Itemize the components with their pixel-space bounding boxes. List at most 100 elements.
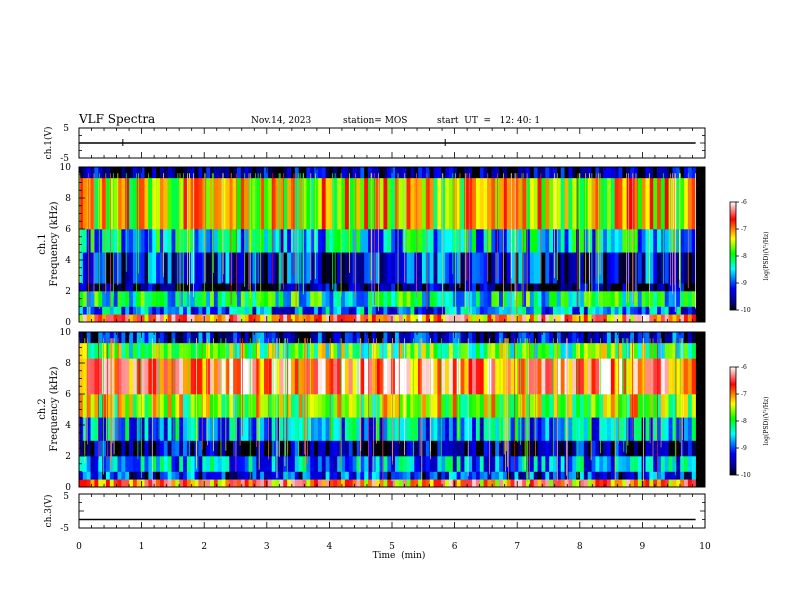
spectrogram-cell (398, 358, 404, 395)
spectrogram-cell (637, 283, 642, 292)
spectrogram-cell (248, 283, 253, 292)
spectrogram-cell (437, 291, 442, 307)
spectrogram-cell (348, 167, 353, 179)
spectrogram-cell (421, 417, 427, 441)
spectrogram-cell (606, 471, 612, 480)
spectrogram-cell (680, 177, 685, 230)
spectrogram-cell (375, 306, 380, 315)
spectrogram-cell (479, 456, 484, 472)
spectrogram-cell (506, 177, 511, 230)
spectrogram-cell (294, 440, 299, 457)
spectrogram-cell (514, 252, 519, 284)
spectrogram-cell (86, 358, 91, 395)
spectrogram-cell (429, 417, 434, 441)
spectrogram-cell (105, 252, 111, 284)
spectrogram-cell (348, 314, 353, 323)
spectrogram-cell (495, 314, 500, 323)
spectrogram-cell (129, 342, 134, 359)
spectrogram-cell (252, 440, 257, 457)
spectrogram-cell (460, 291, 465, 307)
spectrogram-cell (568, 394, 573, 418)
spectrogram-cell (144, 252, 149, 284)
spectrogram-cell (641, 167, 646, 179)
spectrogram-cell (132, 314, 138, 323)
spectrogram-cell (576, 177, 581, 230)
x-axis-label: Time (min) (373, 550, 426, 561)
spectrogram-cell (121, 306, 126, 315)
spectrogram-cell (645, 358, 650, 395)
spectrogram-cell (275, 342, 280, 359)
spectrogram-cell (240, 306, 246, 315)
spectrogram-cell (433, 471, 438, 480)
spectrogram-cell (541, 342, 546, 359)
spectrogram-cell (614, 306, 619, 315)
spectrogram-cell (221, 332, 226, 344)
spectrogram-cell (271, 332, 276, 344)
spectrogram-cell (472, 177, 477, 230)
spectrogram-cell (175, 471, 180, 480)
spectrogram-cell (152, 440, 157, 457)
spectrogram-cell (684, 252, 689, 284)
spectrogram-cell (190, 456, 195, 472)
spectrogram-cell (183, 177, 188, 230)
spectrogram-cell (248, 456, 253, 472)
ch1-voltage-ytick-bottom: -5 (60, 154, 69, 164)
spectrogram-cell (136, 471, 141, 480)
spectrogram-cell (167, 177, 172, 230)
spectrogram-cell (233, 229, 238, 253)
spectrogram-cell (179, 394, 184, 418)
spectrogram-cell (472, 394, 477, 418)
spectrogram-cell (564, 291, 569, 307)
spectrogram-cell (606, 358, 612, 395)
spectrogram-cell (175, 394, 180, 418)
spectrogram-cell (260, 471, 265, 480)
spectrogram-cell (356, 394, 361, 418)
spectrogram-cell (310, 306, 315, 315)
spectrogram-cell (649, 456, 654, 472)
spectrogram-cell (102, 394, 107, 418)
spectrogram-cell (599, 252, 604, 284)
spectrogram-cell (475, 283, 481, 292)
spectrogram-cell (125, 291, 130, 307)
spectrogram-cell (395, 167, 400, 179)
spectrogram-cell (587, 342, 592, 359)
spectrogram-cell (121, 283, 126, 292)
spectrogram-cell (360, 167, 365, 179)
spectrogram-cell (579, 479, 585, 488)
spectrogram-cell (472, 440, 477, 457)
spectrogram-cell (121, 229, 126, 253)
spectrogram-cell (433, 358, 438, 395)
spectrogram-cell (445, 252, 450, 284)
spectrogram-cell (194, 283, 199, 292)
spectrogram-cell (660, 471, 666, 480)
spectrogram-cell (448, 283, 454, 292)
spectrogram-cell (637, 471, 642, 480)
spectrogram-cell (221, 471, 226, 480)
spectrogram-cell (560, 252, 565, 284)
spectrogram-cell (240, 167, 246, 179)
spectrogram-cell (464, 456, 469, 472)
spectrogram-cell (344, 291, 350, 307)
spectrogram-cell (248, 167, 253, 179)
spectrogram-cell (198, 314, 203, 323)
spectrogram-cell (244, 471, 249, 480)
spectrogram-cell (522, 358, 527, 395)
spectrogram-cell (248, 417, 253, 441)
spectrogram-cell (479, 417, 484, 441)
spectrogram-cell (418, 252, 423, 284)
spectrogram-cell (333, 167, 338, 179)
spectrogram-cell (533, 471, 538, 480)
spectrogram-cell (448, 342, 454, 359)
spectrogram-cell (533, 456, 538, 472)
spectrogram-cell (98, 358, 103, 395)
spectrogram-cell (583, 314, 589, 323)
spectrogram-cell (267, 440, 272, 457)
ch3-voltage-panel: 5 -5 ch.3(V) (43, 492, 706, 534)
spectrogram-cell (175, 283, 180, 292)
spectrogram-cell (152, 229, 157, 253)
spectrogram-cell (263, 417, 269, 441)
spectrogram-cell (553, 342, 558, 359)
spectrogram-cell (310, 167, 315, 179)
spectrogram-cell (472, 471, 477, 480)
